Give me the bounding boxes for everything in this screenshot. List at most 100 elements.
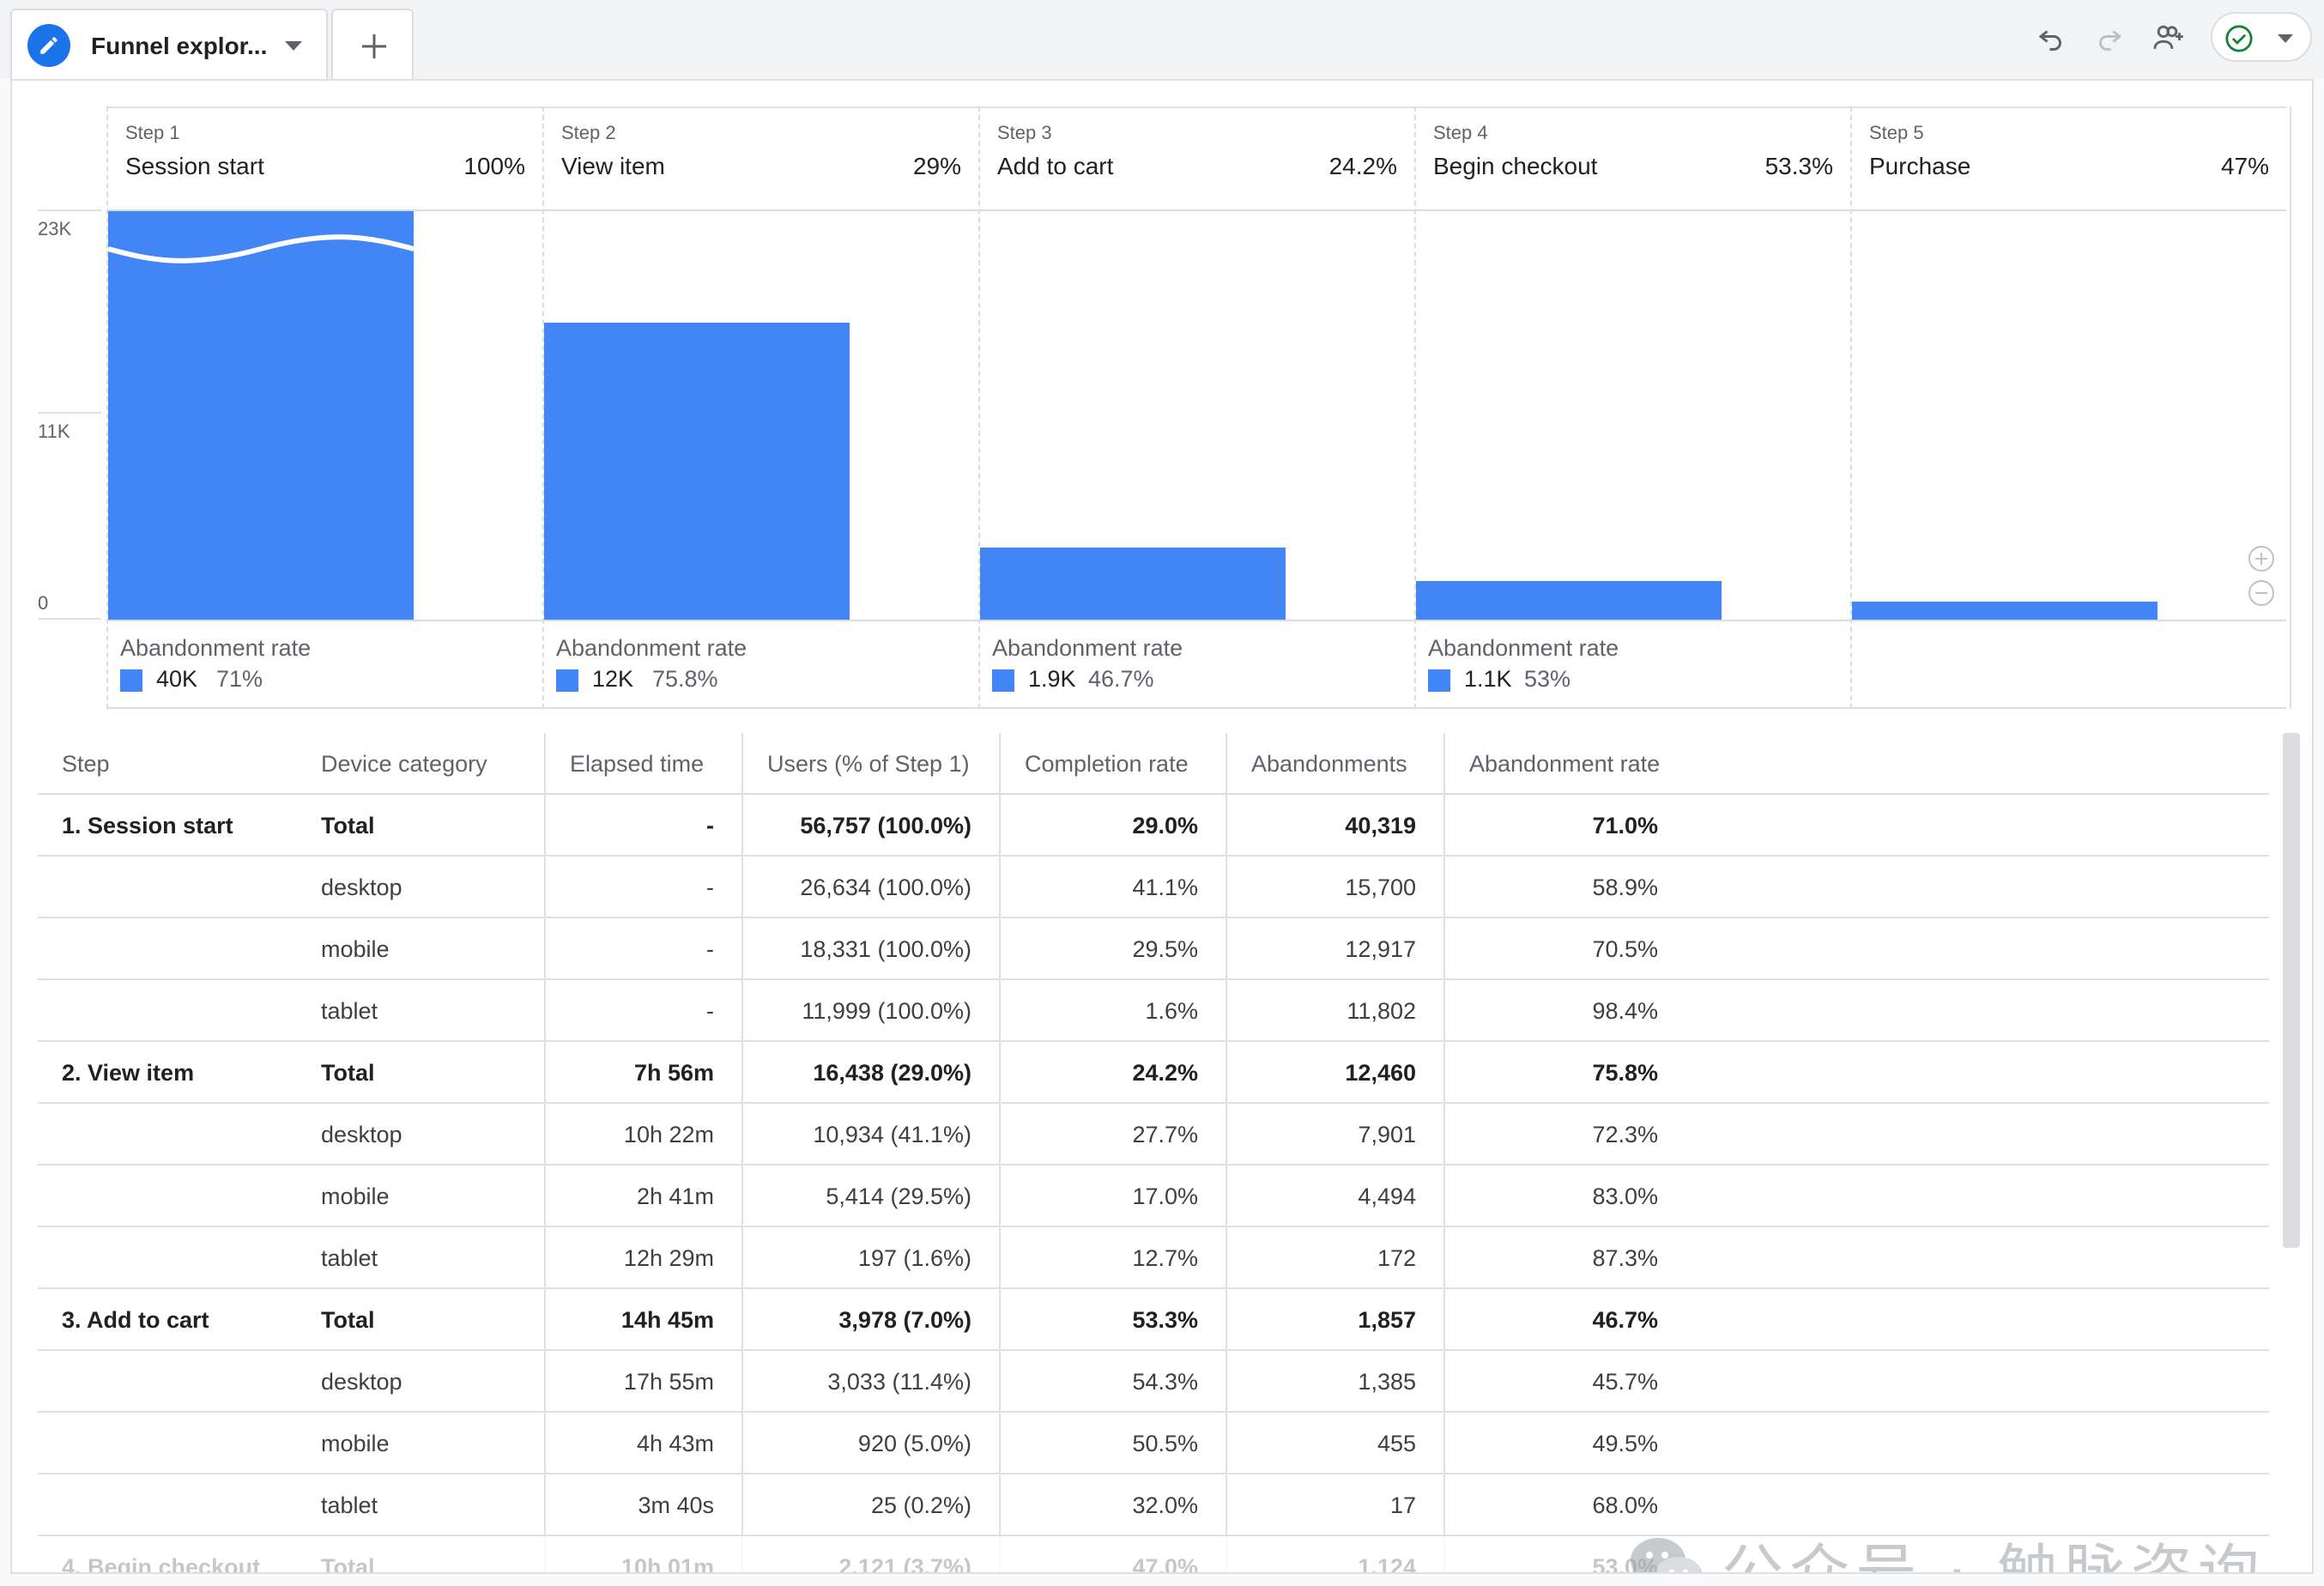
row-elapsed: 17h 55m <box>544 1351 741 1411</box>
row-abandonments: 12,460 <box>1226 1042 1443 1102</box>
row-step <box>62 980 319 1040</box>
bar-area <box>108 211 542 620</box>
table-body: 1. Session start Total -56,757 (100.0%) 29.… <box>38 795 2269 1572</box>
row-users: 26,634 (100.0%) <box>741 857 999 917</box>
table-row[interactable]: mobile -18,331 (100.0%) 29.5% 12,917 70.5% <box>38 918 2269 980</box>
row-elapsed: 12h 29m <box>544 1227 741 1287</box>
row-abandonments: 17 <box>1226 1474 1443 1535</box>
row-users: 3,978 (7.0%) <box>741 1289 999 1349</box>
abandonment-count: 1.1K <box>1464 666 1512 692</box>
abandonment-label: Abandonment rate <box>1428 635 1619 661</box>
funnel-bar-step-5[interactable] <box>1852 602 2158 620</box>
row-abandonment-rate: 70.5% <box>1443 918 1686 978</box>
table-row[interactable]: mobile 4h 43m 920 (5.0%) 50.5% 455 49.5% <box>38 1413 2269 1474</box>
step-percent: 47% <box>2220 153 2269 179</box>
row-device: Total <box>321 813 375 838</box>
column-header-device[interactable]: Device category <box>321 751 487 777</box>
watermark-text: 公众号 · 触脉咨询 <box>1722 1536 2265 1574</box>
table-row[interactable]: tablet 3m 40s 25 (0.2%) 32.0% 17 68.0% <box>38 1474 2269 1536</box>
row-device: mobile <box>321 936 390 962</box>
row-elapsed: 7h 56m <box>544 1042 741 1102</box>
funnel-step-2[interactable]: Step 2 View item 29% Abandonment rate 12… <box>542 106 978 709</box>
table-row[interactable]: 3. Add to cart Total 14h 45m 3,978 (7.0%) 53… <box>38 1289 2269 1351</box>
row-users: 11,999 (100.0%) <box>741 980 999 1040</box>
table-scrollbar[interactable] <box>2283 733 2300 1248</box>
column-header-elapsed[interactable]: Elapsed time <box>544 733 741 793</box>
column-header-users[interactable]: Users (% of Step 1) <box>741 733 999 793</box>
row-abandonment-rate: 87.3% <box>1443 1227 1686 1287</box>
row-abandonments: 172 <box>1226 1227 1443 1287</box>
funnel-step-1[interactable]: Step 1 Session start 100% Abandonment ra… <box>106 106 542 709</box>
abandonment-summary-empty <box>1852 620 2286 709</box>
pencil-icon[interactable] <box>27 24 70 67</box>
table-row[interactable]: tablet 12h 29m 197 (1.6%) 12.7% 172 87.3% <box>38 1227 2269 1289</box>
abandonment-summary: Abandonment rate 40K 71% <box>108 620 542 709</box>
funnel-step-3[interactable]: Step 3 Add to cart 24.2% Abandonment rat… <box>978 106 1414 709</box>
row-abandonments: 40,319 <box>1226 795 1443 855</box>
row-step <box>62 857 319 917</box>
undo-icon[interactable] <box>2030 17 2072 58</box>
table-row[interactable]: tablet -11,999 (100.0%) 1.6% 11,802 98.4% <box>38 980 2269 1042</box>
row-abandonment-rate: 49.5% <box>1443 1413 1686 1473</box>
row-users: 56,757 (100.0%) <box>741 795 999 855</box>
share-users-icon[interactable] <box>2147 17 2188 58</box>
zoom-out-icon[interactable] <box>2247 578 2276 608</box>
row-abandonments: 11,802 <box>1226 980 1443 1040</box>
chart-border <box>2290 106 2291 709</box>
row-step <box>62 1104 319 1164</box>
row-step <box>62 1474 319 1535</box>
step-number: Step 2 <box>561 122 616 143</box>
chevron-down-icon[interactable] <box>285 41 302 51</box>
row-elapsed: 2h 41m <box>544 1165 741 1226</box>
add-tab-button[interactable] <box>331 9 414 79</box>
row-step: 3. Add to cart <box>62 1307 209 1333</box>
zoom-in-icon[interactable] <box>2247 544 2276 573</box>
row-users: 920 (5.0%) <box>741 1413 999 1473</box>
funnel-bar-step-2[interactable] <box>544 323 850 620</box>
row-abandonment-rate: 46.7% <box>1443 1289 1686 1349</box>
row-completion: 29.0% <box>999 795 1226 855</box>
row-step <box>62 918 319 978</box>
row-abandonments: 1,857 <box>1226 1289 1443 1349</box>
row-abandonments: 4,494 <box>1226 1165 1443 1226</box>
row-abandonment-rate: 75.8% <box>1443 1042 1686 1102</box>
column-header-step[interactable]: Step <box>62 751 110 777</box>
column-header-completion[interactable]: Completion rate <box>999 733 1226 793</box>
status-dropdown[interactable] <box>2211 12 2312 62</box>
y-gridline <box>38 412 101 414</box>
row-users: 2,121 (3.7%) <box>741 1536 999 1572</box>
redo-icon[interactable] <box>2089 17 2130 58</box>
row-abandonments: 455 <box>1226 1413 1443 1473</box>
funnel-bar-step-3[interactable] <box>980 548 1286 620</box>
row-abandonment-rate: 98.4% <box>1443 980 1686 1040</box>
table-row[interactable]: desktop -26,634 (100.0%) 41.1% 15,700 58.9% <box>38 857 2269 918</box>
abandonment-rate: 53% <box>1524 666 1571 692</box>
column-header-abandonments[interactable]: Abandonments <box>1226 733 1443 793</box>
row-device: desktop <box>321 1369 402 1395</box>
funnel-step-4[interactable]: Step 4 Begin checkout 53.3% Abandonment … <box>1414 106 1850 709</box>
bar-area <box>1852 211 2286 620</box>
table-row[interactable]: 2. View item Total 7h 56m 16,438 (29.0%) 24.… <box>38 1042 2269 1104</box>
truncation-wave <box>108 234 414 263</box>
tab-funnel-exploration[interactable]: Funnel explor... <box>10 9 328 79</box>
bar-area <box>1416 211 1850 620</box>
row-device: desktop <box>321 875 402 900</box>
funnel-step-5[interactable]: Step 5 Purchase 47% <box>1850 106 2286 709</box>
table-row[interactable]: mobile 2h 41m 5,414 (29.5%) 17.0% 4,494 83.0% <box>38 1165 2269 1227</box>
row-elapsed: - <box>544 795 741 855</box>
wechat-icon <box>1631 1538 1703 1572</box>
funnel-bar-step-4[interactable] <box>1416 581 1722 620</box>
column-header-abandonment-rate[interactable]: Abandonment rate <box>1443 733 1686 793</box>
step-number: Step 3 <box>997 122 1052 143</box>
table-row[interactable]: 1. Session start Total -56,757 (100.0%) 29.… <box>38 795 2269 857</box>
legend-swatch <box>556 669 578 692</box>
funnel-table: Step Device category Elapsed time Users … <box>38 733 2269 1572</box>
row-users: 18,331 (100.0%) <box>741 918 999 978</box>
chevron-down-icon <box>2278 34 2293 43</box>
funnel-bar-step-1[interactable] <box>108 211 414 620</box>
table-row[interactable]: desktop 17h 55m 3,033 (11.4%) 54.3% 1,385 45.… <box>38 1351 2269 1413</box>
table-row[interactable]: desktop 10h 22m 10,934 (41.1%) 27.7% 7,901 72… <box>38 1104 2269 1165</box>
row-abandonment-rate: 68.0% <box>1443 1474 1686 1535</box>
bar-area <box>980 211 1414 620</box>
row-completion: 24.2% <box>999 1042 1226 1102</box>
